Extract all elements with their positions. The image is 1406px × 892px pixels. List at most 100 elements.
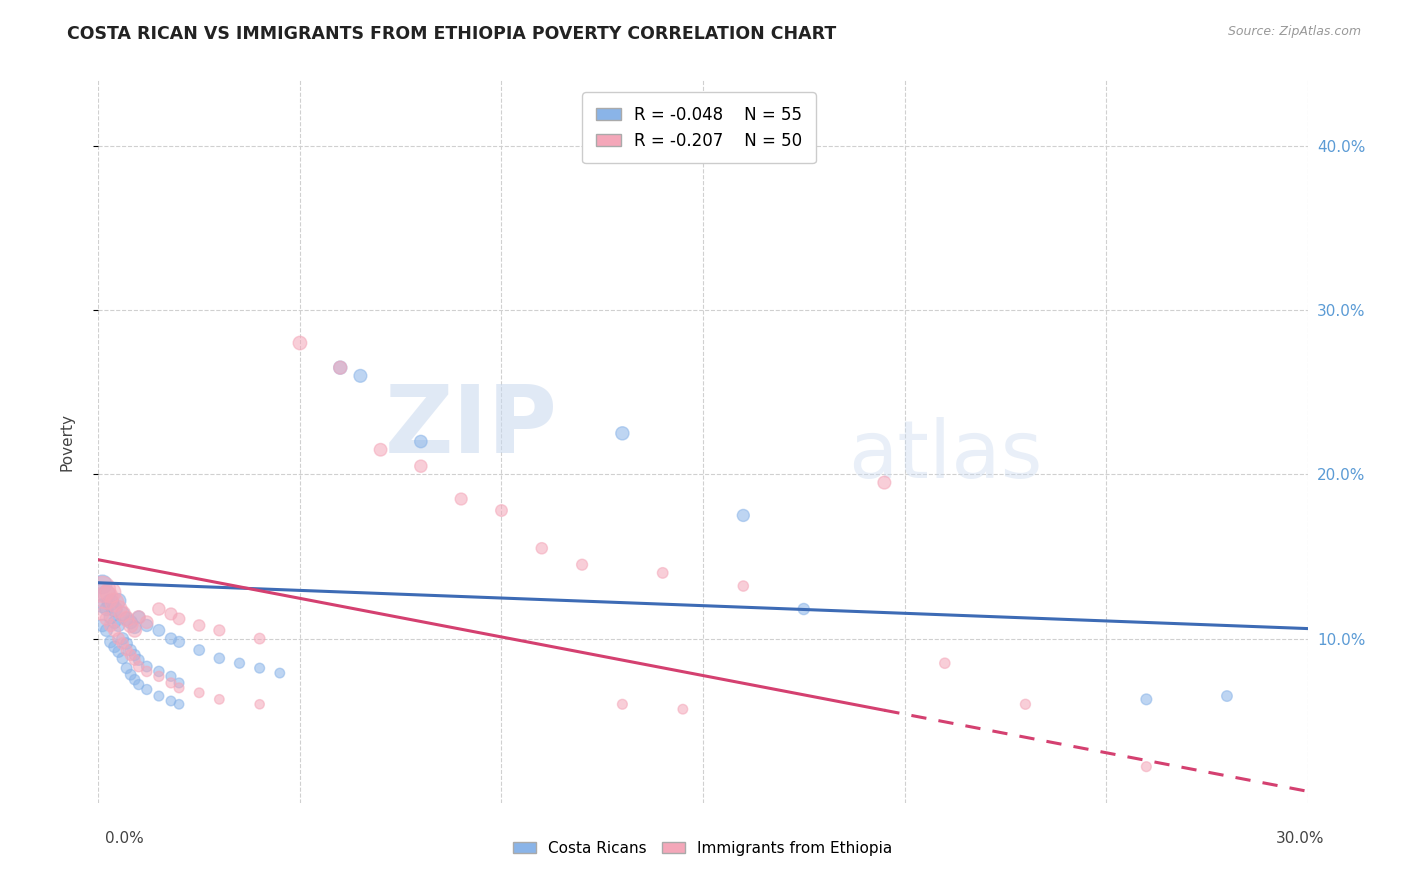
Point (160, 607, 183, 621)
Point (107, 594, 129, 608)
Point (111, 636, 134, 650)
Point (120, 648, 142, 662)
Point (128, 653, 150, 667)
Point (135, 682, 157, 697)
Point (934, 657, 956, 671)
Text: 30.0%: 30.0% (1277, 831, 1324, 846)
Point (96, 587, 118, 601)
Point (530, 541, 553, 556)
Point (1216, 689, 1239, 703)
Point (103, 624, 125, 638)
Point (96, 591, 118, 605)
Point (135, 659, 157, 673)
Point (124, 648, 146, 662)
Point (107, 645, 129, 659)
Point (188, 643, 211, 657)
Point (103, 602, 125, 616)
Point (96, 602, 118, 616)
Point (120, 643, 142, 657)
Point (148, 665, 170, 679)
Point (100, 585, 122, 599)
Point (107, 632, 129, 646)
Point (288, 336, 311, 351)
Point (208, 624, 231, 638)
Y-axis label: Poverty: Poverty (60, 412, 75, 471)
Text: ZIP: ZIP (385, 381, 558, 473)
Point (208, 651, 231, 665)
Point (329, 360, 352, 375)
Point (111, 651, 134, 665)
Point (160, 676, 183, 690)
Point (103, 615, 125, 630)
Point (111, 607, 134, 621)
Point (124, 653, 146, 667)
Point (160, 694, 183, 708)
Point (612, 698, 634, 712)
Point (1014, 698, 1036, 712)
Point (128, 677, 150, 691)
Point (148, 669, 170, 683)
Point (370, 442, 392, 457)
Point (124, 673, 146, 687)
Point (188, 618, 211, 632)
Point (249, 661, 271, 675)
Legend: Costa Ricans, Immigrants from Ethiopia: Costa Ricans, Immigrants from Ethiopia (508, 835, 898, 862)
Point (100, 635, 122, 649)
Point (124, 620, 146, 634)
Point (269, 666, 291, 681)
Point (208, 692, 231, 706)
Point (160, 632, 183, 646)
Point (100, 610, 122, 624)
Point (651, 566, 673, 580)
Point (450, 491, 472, 506)
Point (103, 595, 125, 609)
Point (91, 582, 114, 597)
Point (148, 624, 170, 638)
Point (409, 434, 432, 449)
Point (1135, 760, 1157, 774)
Point (91, 577, 114, 591)
Point (128, 610, 150, 624)
Point (249, 698, 271, 712)
Point (148, 689, 170, 703)
Text: 0.0%: 0.0% (105, 831, 145, 846)
Point (115, 661, 138, 675)
Point (167, 612, 190, 626)
Point (96, 612, 118, 626)
Point (107, 602, 129, 616)
Point (115, 612, 138, 626)
Point (249, 632, 271, 646)
Text: Source: ZipAtlas.com: Source: ZipAtlas.com (1227, 25, 1361, 38)
Point (115, 636, 138, 650)
Text: COSTA RICAN VS IMMIGRANTS FROM ETHIOPIA POVERTY CORRELATION CHART: COSTA RICAN VS IMMIGRANTS FROM ETHIOPIA … (67, 25, 837, 43)
Point (793, 602, 815, 616)
Point (120, 618, 142, 632)
Point (91, 599, 114, 613)
Point (733, 508, 755, 523)
Point (96, 624, 118, 638)
Point (100, 618, 122, 632)
Point (228, 657, 250, 671)
Point (160, 669, 183, 683)
Point (91, 607, 114, 621)
Point (128, 659, 150, 673)
Point (188, 686, 211, 700)
Point (103, 640, 125, 654)
Point (349, 368, 371, 383)
Point (612, 426, 634, 441)
Point (107, 618, 129, 632)
Legend: R = -0.048    N = 55, R = -0.207    N = 50: R = -0.048 N = 55, R = -0.207 N = 50 (582, 92, 815, 163)
Point (148, 602, 170, 616)
Point (120, 615, 142, 630)
Point (873, 475, 896, 490)
Point (111, 607, 134, 621)
Point (120, 667, 142, 681)
Point (167, 681, 190, 695)
Point (135, 665, 157, 679)
Point (167, 635, 190, 649)
Point (329, 360, 352, 375)
Point (672, 702, 695, 716)
Point (115, 612, 138, 626)
Text: atlas: atlas (848, 417, 1042, 495)
Point (115, 643, 138, 657)
